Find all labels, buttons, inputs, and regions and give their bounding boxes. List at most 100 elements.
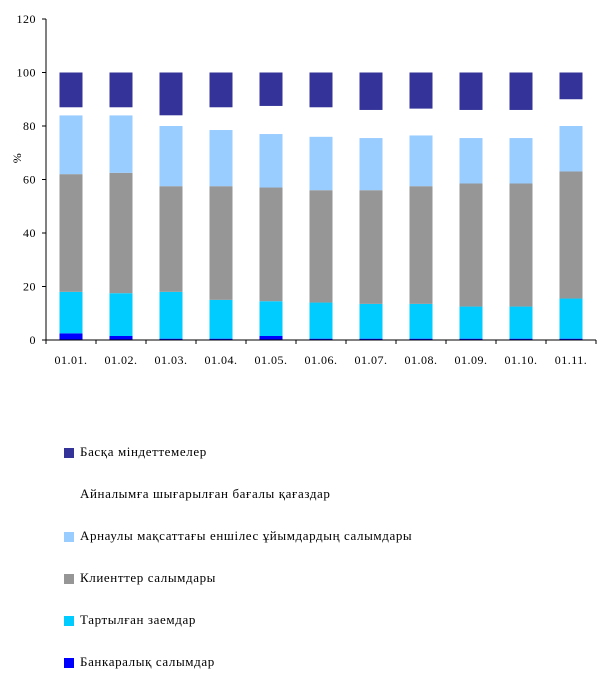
bar-segment xyxy=(559,72,583,100)
legend-label: Тартылған заемдар xyxy=(80,612,196,627)
y-tick-label: 120 xyxy=(17,12,37,26)
bar-segment xyxy=(359,138,383,191)
bar-segment xyxy=(259,335,283,340)
x-tick-label: 01.11. xyxy=(555,353,588,367)
bar-segment xyxy=(359,109,383,139)
bar-segment xyxy=(209,338,233,340)
bar-segment xyxy=(259,301,283,336)
legend-item: Тартылған заемдар xyxy=(64,612,604,630)
y-tick-label: 40 xyxy=(23,226,36,240)
bar-segment xyxy=(309,302,333,339)
bar-segment xyxy=(509,338,533,340)
bar-segment xyxy=(309,136,333,191)
bar-segment xyxy=(459,109,483,139)
y-tick-label: 100 xyxy=(17,66,37,80)
legend-swatch xyxy=(64,574,74,584)
y-tick-label: 20 xyxy=(23,280,36,294)
bar-segment xyxy=(309,107,333,137)
bar-segment xyxy=(59,291,83,334)
bars xyxy=(59,72,583,340)
bar-segment xyxy=(259,187,283,302)
bar-segment xyxy=(409,303,433,339)
x-tick-label: 01.01. xyxy=(55,353,88,367)
bar-segment xyxy=(309,190,333,303)
bar-segment xyxy=(559,298,583,339)
legend-item: Айналымға шығарылған бағалы қағаздар xyxy=(64,486,604,504)
bar-segment xyxy=(59,72,83,108)
bar-segment xyxy=(209,186,233,300)
bar-segment xyxy=(59,107,83,116)
bar-segment xyxy=(359,72,383,110)
x-axis: 01.01. 01.02. 01.03. 01.04. 01.05. 01.06. 01.0… xyxy=(45,339,597,367)
bar-segment xyxy=(509,306,533,339)
x-tick-label: 01.04. xyxy=(205,353,238,367)
legend-item: Клиенттер салымдары xyxy=(64,570,604,588)
bar-segment xyxy=(209,299,233,339)
bar-segment xyxy=(159,338,183,340)
bar-segment xyxy=(209,107,233,131)
bar-segment xyxy=(109,115,133,173)
bar-segment xyxy=(459,183,483,307)
bar-segment xyxy=(409,186,433,304)
x-tick-label: 01.07. xyxy=(355,353,388,367)
bar-segment xyxy=(159,115,183,126)
legend-item: Басқа міндеттемелер xyxy=(64,444,604,462)
bar-segment xyxy=(59,115,83,175)
bar-segment xyxy=(309,338,333,340)
bar-segment xyxy=(409,108,433,136)
bar-segment xyxy=(509,138,533,184)
y-axis: 0 20 40 60 80 100 120 xyxy=(17,12,47,347)
bar-segment xyxy=(459,138,483,184)
bar-segment xyxy=(509,183,533,307)
bar-segment xyxy=(109,293,133,336)
bar-segment xyxy=(559,126,583,172)
bar-segment xyxy=(159,291,183,339)
legend-swatch xyxy=(64,448,74,458)
y-axis-label: % xyxy=(10,153,24,164)
bar-segment xyxy=(159,72,183,116)
legend-item: Банкаралық салымдар xyxy=(64,654,604,672)
bar-segment xyxy=(409,72,433,109)
bar-segment xyxy=(159,186,183,292)
legend-label: Арнаулы мақсаттағы еншілес ұйымдардың са… xyxy=(80,528,413,543)
bar-segment xyxy=(459,306,483,339)
x-tick-label: 01.02. xyxy=(105,353,138,367)
legend-swatch xyxy=(64,616,74,626)
x-tick-label: 01.09. xyxy=(455,353,488,367)
bar-segment xyxy=(259,105,283,135)
y-tick-label: 60 xyxy=(23,173,36,187)
bar-segment xyxy=(409,135,433,187)
bar-segment xyxy=(259,72,283,106)
bar-segment xyxy=(109,72,133,108)
bar-segment xyxy=(109,107,133,116)
bar-segment xyxy=(559,171,583,299)
bar-segment xyxy=(59,174,83,292)
legend-swatch xyxy=(64,658,74,668)
bar-segment xyxy=(559,338,583,340)
bar-segment xyxy=(159,126,183,187)
legend-label: Айналымға шығарылған бағалы қағаздар xyxy=(80,486,331,501)
x-tick-label: 01.05. xyxy=(255,353,288,367)
chart-legend: Басқа міндеттемелер Айналымға шығарылған … xyxy=(64,444,604,696)
legend-label: Клиенттер салымдары xyxy=(80,570,217,585)
x-tick-label: 01.03. xyxy=(155,353,188,367)
bar-segment xyxy=(509,109,533,139)
bar-segment xyxy=(409,338,433,340)
bar-segment xyxy=(359,338,383,340)
y-tick-label: 0 xyxy=(30,333,37,347)
legend-label: Басқа міндеттемелер xyxy=(80,444,207,459)
y-tick-label: 80 xyxy=(23,119,36,133)
legend-swatch xyxy=(64,490,74,500)
bar-segment xyxy=(309,72,333,108)
bar-segment xyxy=(459,338,483,340)
legend-swatch xyxy=(64,532,74,542)
bar-segment xyxy=(259,134,283,188)
bar-segment xyxy=(559,99,583,126)
bar-segment xyxy=(59,333,83,340)
bar-segment xyxy=(509,72,533,110)
bar-segment xyxy=(359,303,383,339)
legend-label: Банкаралық салымдар xyxy=(80,654,215,669)
x-tick-label: 01.10. xyxy=(505,353,538,367)
legend-item: Арнаулы мақсаттағы еншілес ұйымдардың са… xyxy=(64,528,604,546)
x-tick-label: 01.08. xyxy=(405,353,438,367)
